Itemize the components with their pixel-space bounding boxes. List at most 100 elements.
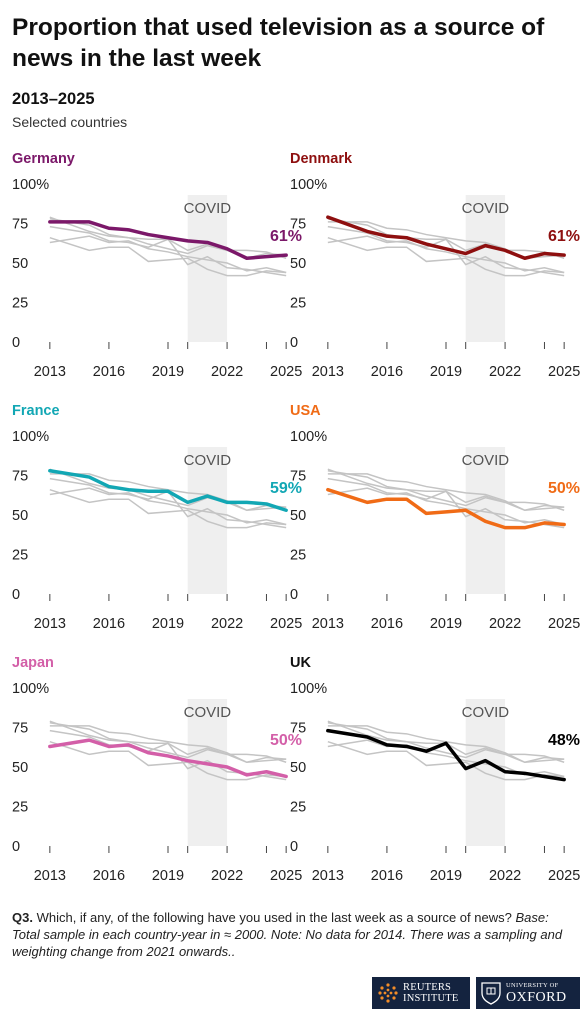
x-tick-label: 2025 bbox=[270, 868, 302, 884]
chart-note: Selected countries bbox=[12, 114, 128, 130]
y-tick-label: 50 bbox=[12, 760, 28, 776]
x-tick-label: 2016 bbox=[371, 364, 403, 380]
x-tick-label: 2022 bbox=[211, 364, 243, 380]
x-tick-label: 2019 bbox=[152, 868, 184, 884]
series-line-japan-highlight bbox=[48, 738, 288, 779]
series-line-uk-highlight bbox=[326, 728, 566, 782]
y-tick-label: 100% bbox=[12, 177, 49, 193]
end-value-label: 50% bbox=[548, 480, 580, 497]
oxford-logo-text: UNIVERSITY OF OXFORD bbox=[506, 982, 567, 1005]
series-line-germany-highlight bbox=[48, 220, 288, 261]
y-tick-label: 100% bbox=[290, 429, 327, 445]
panel-title-uk: UK bbox=[290, 655, 311, 671]
x-tick-label: 2025 bbox=[548, 364, 580, 380]
series-line-uk bbox=[327, 477, 565, 529]
x-tick-label: 2025 bbox=[270, 364, 302, 380]
covid-label: COVID bbox=[184, 452, 232, 469]
y-tick-label: 75 bbox=[12, 469, 28, 485]
y-tick-label: 50 bbox=[12, 508, 28, 524]
x-tick-label: 2016 bbox=[93, 616, 125, 632]
panel-france: COVID 100% 75 50 25 0 2013 2016 2019 2022 2025 Fran… bbox=[12, 403, 302, 632]
y-tick-label: 75 bbox=[290, 217, 306, 233]
series-line-france bbox=[49, 218, 287, 259]
x-tick-label: 2025 bbox=[548, 868, 580, 884]
y-tick-label: 100% bbox=[290, 177, 327, 193]
panel-usa: COVID 100% 75 50 25 0 2013 2016 2019 2022 2025 USA 5… bbox=[290, 403, 580, 632]
y-tick-label: 0 bbox=[12, 335, 20, 351]
x-tick-label: 2019 bbox=[152, 616, 184, 632]
x-tick-label: 2013 bbox=[312, 616, 344, 632]
x-tick-label: 2016 bbox=[93, 868, 125, 884]
y-tick-label: 0 bbox=[290, 587, 298, 603]
series-line-japan bbox=[49, 235, 287, 274]
panel-title-france: France bbox=[12, 403, 60, 419]
y-tick-label: 75 bbox=[12, 217, 28, 233]
reuters-logo-line2: INSTITUTE bbox=[403, 993, 459, 1004]
x-tick-label: 2019 bbox=[430, 364, 462, 380]
y-tick-label: 50 bbox=[290, 508, 306, 524]
panel-denmark: COVID 100% 75 50 25 0 2013 2016 2019 2022 2025 Denm… bbox=[290, 151, 580, 380]
panel-title-denmark: Denmark bbox=[290, 151, 353, 167]
x-tick-label: 2016 bbox=[371, 868, 403, 884]
oxford-logo-line1: UNIVERSITY OF bbox=[506, 981, 559, 989]
x-tick-label: 2013 bbox=[34, 616, 66, 632]
panel-title-japan: Japan bbox=[12, 655, 54, 671]
y-tick-label: 75 bbox=[290, 469, 306, 485]
end-value-label: 48% bbox=[548, 732, 580, 749]
series-line-usa bbox=[49, 741, 287, 781]
series-line-japan bbox=[49, 487, 287, 526]
oxford-logo-line2: OXFORD bbox=[506, 989, 567, 1005]
reuters-logo-line1: REUTERS bbox=[403, 982, 452, 993]
end-value-label: 61% bbox=[548, 228, 580, 245]
panel-title-usa: USA bbox=[290, 403, 321, 419]
series-line-denmark-highlight bbox=[326, 215, 566, 261]
y-tick-label: 0 bbox=[12, 587, 20, 603]
x-tick-label: 2016 bbox=[93, 364, 125, 380]
series-line-usa bbox=[49, 489, 287, 529]
footnote-question-text: Which, if any, of the following have you… bbox=[32, 910, 516, 925]
series-line-usa bbox=[327, 741, 565, 781]
y-tick-label: 50 bbox=[290, 760, 306, 776]
x-tick-label: 2013 bbox=[34, 364, 66, 380]
x-tick-label: 2025 bbox=[270, 616, 302, 632]
reuters-logo-text: REUTERS INSTITUTE bbox=[403, 982, 458, 1004]
y-tick-label: 25 bbox=[290, 296, 306, 312]
y-tick-label: 75 bbox=[290, 721, 306, 737]
y-tick-label: 100% bbox=[12, 429, 49, 445]
x-tick-label: 2019 bbox=[430, 868, 462, 884]
y-tick-label: 0 bbox=[290, 839, 298, 855]
oxford-university-logo: UNIVERSITY OF OXFORD bbox=[476, 977, 580, 1009]
x-tick-label: 2022 bbox=[489, 868, 521, 884]
y-tick-label: 0 bbox=[12, 839, 20, 855]
x-tick-label: 2022 bbox=[211, 868, 243, 884]
x-tick-label: 2013 bbox=[312, 868, 344, 884]
series-line-usa bbox=[49, 237, 287, 277]
series-line-usa-highlight bbox=[326, 487, 566, 530]
x-tick-label: 2016 bbox=[371, 616, 403, 632]
end-value-label: 61% bbox=[270, 228, 302, 245]
end-value-label: 59% bbox=[270, 480, 302, 497]
y-tick-label: 25 bbox=[12, 800, 28, 816]
series-line-japan bbox=[327, 235, 565, 274]
x-tick-label: 2019 bbox=[152, 364, 184, 380]
y-tick-label: 100% bbox=[12, 681, 49, 697]
y-tick-label: 25 bbox=[290, 800, 306, 816]
covid-label: COVID bbox=[462, 704, 510, 721]
chart-subtitle: 2013–2025 bbox=[12, 90, 95, 108]
covid-label: COVID bbox=[462, 200, 510, 217]
y-tick-label: 25 bbox=[290, 548, 306, 564]
reuters-dots-icon bbox=[378, 983, 398, 1003]
x-tick-label: 2019 bbox=[430, 616, 462, 632]
panel-japan: COVID 100% 75 50 25 0 2013 2016 2019 2022 2025 Japa… bbox=[12, 655, 302, 884]
x-tick-label: 2025 bbox=[548, 616, 580, 632]
y-tick-label: 50 bbox=[12, 256, 28, 272]
series-line-france bbox=[327, 470, 565, 511]
x-tick-label: 2022 bbox=[211, 616, 243, 632]
end-value-label: 50% bbox=[270, 732, 302, 749]
y-tick-label: 50 bbox=[290, 256, 306, 272]
series-line-usa bbox=[327, 237, 565, 277]
covid-label: COVID bbox=[184, 200, 232, 217]
y-tick-label: 100% bbox=[290, 681, 327, 697]
series-line-japan bbox=[327, 487, 565, 526]
